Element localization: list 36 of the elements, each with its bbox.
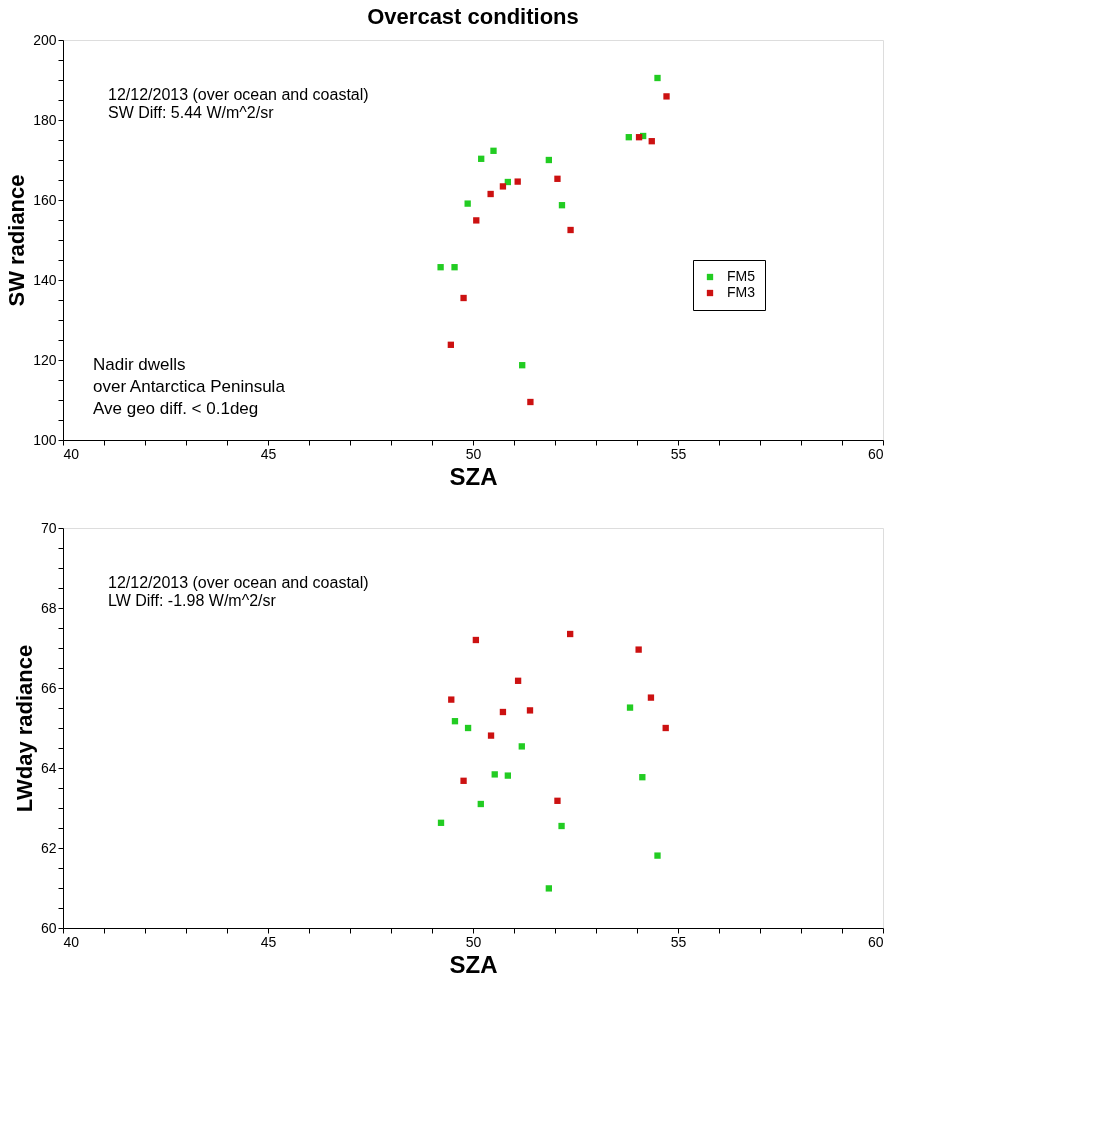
x-axis-title: SZA — [449, 950, 498, 978]
y-tick-label: 200 — [33, 31, 57, 48]
y-tick-label: 70 — [40, 519, 57, 536]
x-tick-label: 40 — [63, 445, 80, 462]
x-tick-label: 60 — [867, 933, 884, 950]
x-tick-label: 60 — [867, 445, 884, 462]
y-tick-label: 160 — [33, 191, 57, 208]
y-tick-label: 180 — [33, 111, 57, 128]
y-tick-label: 140 — [33, 271, 57, 288]
annotation: over Antarctica Peninsula — [93, 377, 286, 396]
y-tick-label: 64 — [40, 759, 57, 776]
x-tick-label: 45 — [260, 933, 277, 950]
annotation: LW Diff: -1.98 W/m^2/sr — [108, 592, 277, 609]
y-axis-title: LWday radiance — [11, 644, 37, 813]
x-tick-label: 55 — [670, 445, 687, 462]
x-tick-label: 50 — [465, 933, 482, 950]
x-tick-label: 40 — [63, 933, 80, 950]
annotation: 12/12/2013 (over ocean and coastal) — [108, 86, 369, 103]
y-tick-label: 120 — [33, 351, 57, 368]
x-tick-label: 55 — [670, 933, 687, 950]
chart-title: Overcast conditions — [367, 4, 579, 29]
y-tick-label: 62 — [40, 839, 57, 856]
annotation: 12/12/2013 (over ocean and coastal) — [108, 574, 369, 591]
x-tick-label: 45 — [260, 445, 277, 462]
y-tick-label: 100 — [33, 431, 57, 448]
annotation: SW Diff: 5.44 W/m^2/sr — [108, 104, 275, 121]
y-axis-title: SW radiance — [4, 174, 30, 307]
x-axis-title: SZA — [449, 462, 498, 490]
x-tick-label: 50 — [465, 445, 482, 462]
y-tick-label: 60 — [40, 919, 57, 936]
annotation: Ave geo diff. < 0.1deg — [93, 399, 259, 418]
y-tick-label: 68 — [40, 599, 57, 616]
y-tick-label: 66 — [40, 679, 57, 696]
annotation: Nadir dwells — [93, 355, 186, 374]
legend-label: FM3 — [727, 284, 756, 300]
legend-label: FM5 — [727, 268, 756, 284]
